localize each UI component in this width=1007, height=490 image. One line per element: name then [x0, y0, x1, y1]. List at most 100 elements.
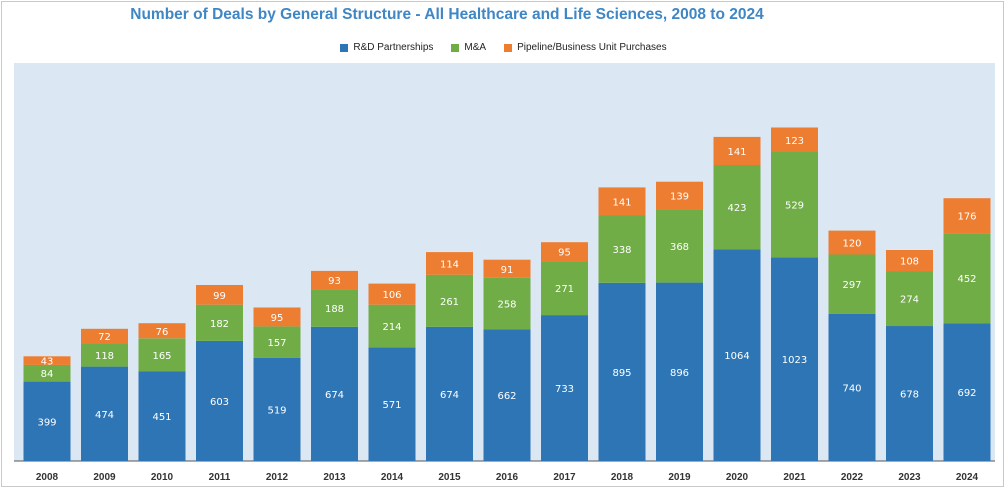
data-label-rd-2008: 399	[37, 417, 56, 428]
bar-segment-ma-2009	[81, 343, 128, 367]
data-label-ma-2008: 84	[41, 369, 54, 380]
data-label-pipeline-2023: 108	[900, 257, 919, 268]
bar-segment-rd-2018	[598, 282, 646, 461]
x-tick-label-2020: 2020	[726, 472, 749, 483]
bar-segment-pipeline-2008	[23, 356, 71, 365]
bar-segment-pipeline-2018	[598, 187, 646, 216]
x-tick-label-2021: 2021	[783, 472, 806, 483]
legend-swatch-pipeline	[504, 43, 513, 52]
bar-segment-pipeline-2024	[943, 198, 991, 234]
bar-segment-rd-2008	[23, 381, 71, 461]
bar-segment-pipeline-2019	[656, 181, 703, 210]
data-label-ma-2022: 297	[842, 280, 861, 291]
bar-segment-ma-2014	[368, 304, 416, 348]
bar-segment-pipeline-2022	[828, 230, 876, 255]
data-label-pipeline-2008: 43	[41, 357, 54, 368]
bar-segment-ma-2024	[943, 233, 991, 324]
data-label-ma-2017: 271	[555, 284, 574, 295]
data-label-pipeline-2021: 123	[785, 136, 804, 147]
bar-segment-pipeline-2012	[253, 307, 301, 327]
bar-segment-ma-2011	[196, 304, 243, 341]
data-label-ma-2016: 258	[497, 300, 516, 311]
data-label-pipeline-2011: 99	[213, 291, 226, 302]
bar-segment-pipeline-2015	[426, 252, 473, 275]
bar-segment-ma-2010	[138, 338, 186, 372]
data-label-ma-2015: 261	[440, 297, 459, 308]
data-label-ma-2012: 157	[267, 338, 286, 349]
data-label-rd-2010: 451	[152, 412, 171, 423]
bar-segment-pipeline-2014	[368, 283, 416, 305]
data-label-pipeline-2022: 120	[842, 239, 861, 250]
bar-segment-rd-2011	[196, 340, 243, 461]
data-label-ma-2023: 274	[900, 295, 919, 306]
data-label-rd-2017: 733	[555, 384, 574, 395]
data-label-pipeline-2018: 141	[612, 198, 631, 209]
legend-swatch-rd	[340, 43, 349, 52]
x-tick-label-2019: 2019	[668, 472, 691, 483]
data-label-rd-2019: 896	[670, 368, 689, 379]
bar-segment-ma-2015	[426, 274, 473, 327]
bar-segment-rd-2019	[656, 282, 703, 461]
data-label-ma-2010: 165	[152, 351, 171, 362]
bar-segment-ma-2019	[656, 209, 703, 283]
data-label-rd-2020: 1064	[724, 351, 749, 362]
bar-segment-pipeline-2021	[771, 127, 818, 152]
bar-segment-rd-2020	[713, 249, 761, 461]
x-tick-label-2017: 2017	[553, 472, 576, 483]
data-label-ma-2019: 368	[670, 242, 689, 253]
data-label-pipeline-2020: 141	[727, 147, 746, 158]
x-tick-label-2012: 2012	[266, 472, 289, 483]
x-tick-label-2013: 2013	[323, 472, 346, 483]
data-label-rd-2016: 662	[497, 391, 516, 402]
data-label-ma-2024: 452	[957, 274, 976, 285]
data-label-rd-2022: 740	[842, 383, 861, 394]
bar-segment-pipeline-2010	[138, 323, 186, 339]
data-label-rd-2009: 474	[95, 410, 114, 421]
data-label-pipeline-2009: 72	[98, 332, 111, 343]
bar-segment-rd-2024	[943, 323, 991, 461]
bar-segment-ma-2018	[598, 215, 646, 283]
data-label-rd-2012: 519	[267, 405, 286, 416]
data-label-pipeline-2024: 176	[957, 212, 976, 223]
bar-segment-pipeline-2023	[886, 250, 933, 272]
data-label-ma-2011: 182	[210, 319, 229, 330]
bar-segment-rd-2016	[483, 329, 531, 461]
data-label-ma-2020: 423	[727, 203, 746, 214]
data-label-ma-2021: 529	[785, 201, 804, 212]
x-tick-label-2023: 2023	[898, 472, 921, 483]
bar-segment-rd-2017	[541, 315, 588, 461]
bar-segment-ma-2021	[771, 152, 818, 258]
bar-segment-pipeline-2013	[311, 270, 358, 290]
bar-segment-rd-2012	[253, 357, 301, 461]
bar-segment-pipeline-2020	[713, 136, 761, 165]
bar-segment-rd-2014	[368, 347, 416, 461]
data-label-rd-2011: 603	[210, 397, 229, 408]
bar-segment-rd-2010	[138, 371, 186, 461]
data-label-pipeline-2017: 95	[558, 248, 571, 259]
x-tick-label-2010: 2010	[151, 472, 174, 483]
x-tick-label-2008: 2008	[36, 472, 59, 483]
bar-segment-ma-2017	[541, 261, 588, 316]
bar-segment-pipeline-2016	[483, 259, 531, 278]
x-tick-label-2018: 2018	[611, 472, 634, 483]
data-label-rd-2024: 692	[957, 388, 976, 399]
chart-legend: R&D Partnerships M&A Pipeline/Business U…	[2, 42, 1005, 53]
bar-segment-ma-2013	[311, 289, 358, 327]
x-tick-label-2015: 2015	[438, 472, 461, 483]
data-label-pipeline-2019: 139	[670, 192, 689, 203]
x-tick-label-2024: 2024	[956, 472, 979, 483]
x-tick-label-2016: 2016	[496, 472, 519, 483]
data-label-rd-2018: 895	[612, 368, 631, 379]
data-label-ma-2013: 188	[325, 304, 344, 315]
chart-title: Number of Deals by General Structure - A…	[130, 6, 764, 23]
x-tick-label-2009: 2009	[93, 472, 116, 483]
bar-segment-rd-2022	[828, 313, 876, 461]
bar-segment-rd-2015	[426, 326, 473, 461]
bar-segment-ma-2023	[886, 271, 933, 327]
bar-segment-rd-2023	[886, 326, 933, 461]
data-label-pipeline-2014: 106	[382, 290, 401, 301]
legend-label-rd: R&D Partnerships	[353, 42, 434, 53]
legend-label-ma: M&A	[464, 42, 487, 53]
